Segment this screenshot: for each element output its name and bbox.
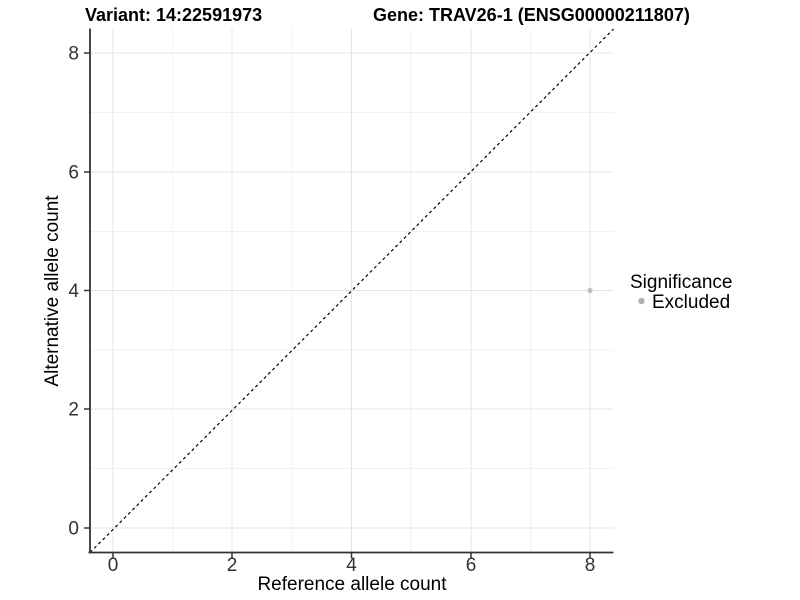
x-tick-label: 4: [346, 555, 357, 576]
plot-title-variant: Variant: 14:22591973: [85, 5, 262, 25]
y-tick-labels: 0 2 4 6 8: [68, 44, 79, 540]
y-tick-label: 2: [68, 400, 79, 421]
x-tick-label: 6: [466, 555, 477, 576]
legend-entry-label: Excluded: [652, 292, 730, 313]
y-tick-label: 8: [68, 44, 79, 65]
x-tick-marks: [112, 552, 591, 559]
plot-title-gene: Gene: TRAV26-1 (ENSG00000211807): [373, 5, 690, 25]
legend-title: Significance: [630, 272, 732, 293]
x-axis-title: Reference allele count: [257, 574, 447, 595]
x-tick-labels: 0 2 4 6 8: [108, 555, 596, 576]
legend-key-dot: [638, 297, 645, 305]
x-tick-label: 8: [585, 555, 596, 576]
y-tick-label: 6: [68, 163, 79, 184]
data-point-excluded: [587, 287, 593, 294]
y-axis-title: Alternative allele count: [42, 195, 63, 387]
y-tick-marks: [84, 52, 90, 529]
legend: Significance Excluded: [630, 272, 732, 313]
x-tick-label: 0: [108, 555, 119, 576]
y-tick-label: 4: [68, 281, 79, 302]
y-tick-label: 0: [68, 519, 79, 540]
x-tick-label: 2: [227, 555, 238, 576]
major-gridlines: [90, 29, 614, 553]
